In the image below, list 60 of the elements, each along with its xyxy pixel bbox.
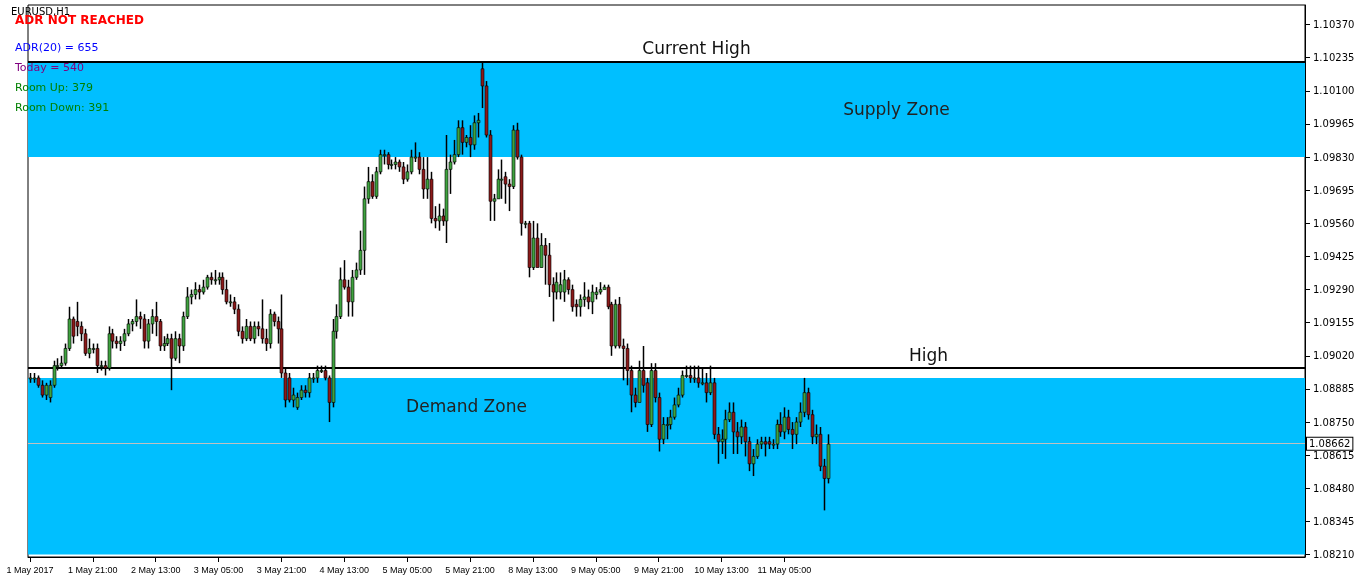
y-tick-label: 1.09830 xyxy=(1313,151,1355,163)
y-tick-label: 1.08615 xyxy=(1313,449,1355,461)
candlestick xyxy=(173,330,178,362)
candlestick xyxy=(134,298,139,328)
candlestick xyxy=(75,301,80,337)
x-tick-label: 5 May 21:00 xyxy=(445,564,495,575)
ref-line-label: Current High xyxy=(642,37,751,58)
x-tick-label: 4 May 13:00 xyxy=(319,564,370,575)
candlestick xyxy=(731,401,736,455)
candlestick xyxy=(244,318,249,342)
candlestick xyxy=(370,173,375,200)
candlestick xyxy=(468,124,473,158)
y-tick-label: 1.09290 xyxy=(1313,284,1355,296)
x-tick-label: 1 May 2017 xyxy=(6,564,54,575)
y-tick-label: 1.09020 xyxy=(1313,350,1355,362)
band-label: Supply Zone xyxy=(843,99,950,120)
candlestick xyxy=(401,161,406,185)
y-tick-label: 1.08750 xyxy=(1313,416,1355,428)
candlestick xyxy=(307,372,312,399)
candlestick xyxy=(460,119,465,156)
candlestick xyxy=(437,202,442,232)
candlestick xyxy=(558,271,563,301)
candlestick xyxy=(248,320,253,342)
y-tick-label: 1.09965 xyxy=(1313,118,1355,130)
x-tick-label: 8 May 13:00 xyxy=(508,564,558,575)
x-tick-label: 3 May 21:00 xyxy=(256,564,307,575)
x-tick-label: 10 May 13:00 xyxy=(694,564,749,575)
y-tick-label: 1.10370 xyxy=(1313,19,1355,31)
x-tick-label: 3 May 05:00 xyxy=(193,564,244,575)
candlestick xyxy=(252,320,257,345)
candlestick xyxy=(499,158,504,200)
y-tick-label: 1.10100 xyxy=(1313,85,1355,97)
candlestick xyxy=(782,406,787,440)
y-tick-label: 1.09155 xyxy=(1313,317,1355,329)
candlestick xyxy=(704,372,709,404)
x-tick-label: 5 May 05:00 xyxy=(382,564,432,575)
candlestick xyxy=(562,269,567,303)
ref-line-label: High xyxy=(908,344,949,365)
y-tick-label: 1.09695 xyxy=(1313,184,1355,196)
candlestick xyxy=(142,313,147,350)
y-tick-label: 1.08345 xyxy=(1313,515,1355,527)
y-tick-label: 1.08210 xyxy=(1313,549,1355,561)
y-tick-label: 1.08480 xyxy=(1313,482,1355,494)
band-label: Demand Zone xyxy=(406,396,527,417)
x-tick-label: 11 May 05:00 xyxy=(757,564,812,575)
y-tick-label: 1.09560 xyxy=(1313,217,1355,229)
x-tick-label: 9 May 05:00 xyxy=(571,564,621,575)
y-tick-label: 1.10235 xyxy=(1313,52,1355,64)
candlestick xyxy=(763,436,768,458)
y-tick-label: 1.09425 xyxy=(1313,250,1355,262)
annotation: ADR(20) = 655 xyxy=(15,41,99,54)
x-tick-label: 2 May 13:00 xyxy=(130,564,181,575)
y-tick-label: 1.08885 xyxy=(1313,383,1355,395)
ref-line-label: 1.08662 xyxy=(1309,438,1351,450)
candlestick xyxy=(590,283,595,315)
x-tick-label: 1 May 21:00 xyxy=(68,564,118,575)
x-tick-label: 9 May 21:00 xyxy=(633,564,684,575)
candlestick xyxy=(287,372,292,404)
candlestick xyxy=(421,156,426,200)
candlestick xyxy=(87,337,92,360)
